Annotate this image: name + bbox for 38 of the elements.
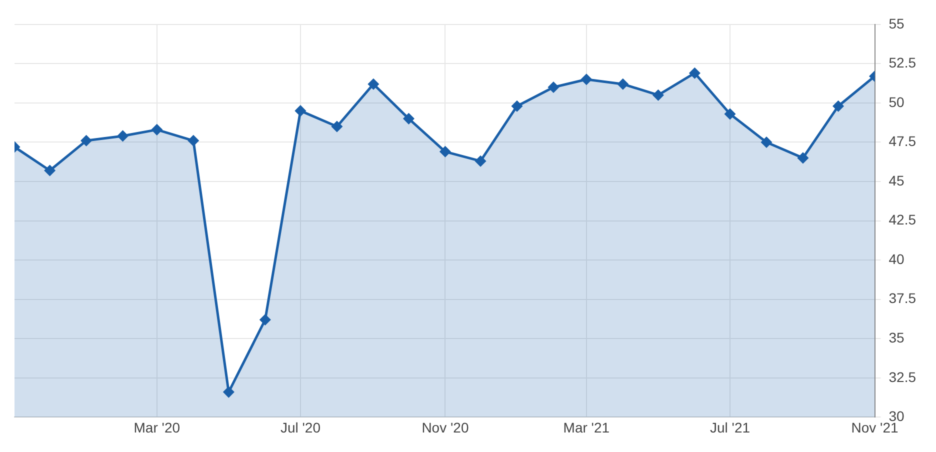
x-tick-label: Nov '20 bbox=[422, 419, 469, 436]
point bbox=[260, 314, 270, 326]
point bbox=[152, 124, 162, 135]
point bbox=[223, 386, 234, 398]
point bbox=[440, 146, 450, 157]
point bbox=[295, 106, 306, 116]
point bbox=[833, 100, 844, 112]
y-tick-label: 50 bbox=[888, 94, 905, 110]
point bbox=[188, 135, 199, 146]
x-tick-label: Mar '21 bbox=[563, 419, 610, 436]
y-tick-label: 37.5 bbox=[888, 290, 916, 306]
point bbox=[368, 78, 379, 90]
point bbox=[118, 130, 128, 142]
y-tick-label: 35 bbox=[888, 330, 905, 346]
y-tick-label: 52.5 bbox=[888, 54, 916, 71]
point bbox=[332, 121, 342, 132]
y-tick-label: 45 bbox=[888, 172, 905, 188]
point bbox=[618, 78, 628, 90]
point bbox=[581, 74, 592, 85]
y-tick-label: 42.5 bbox=[888, 212, 916, 228]
point bbox=[475, 156, 486, 166]
point bbox=[548, 82, 559, 92]
point bbox=[798, 152, 808, 164]
y-tick-label: 32.5 bbox=[888, 368, 916, 385]
x-tick-label: Jul '20 bbox=[280, 419, 321, 436]
point bbox=[44, 165, 56, 176]
x-tick-label: Mar '20 bbox=[134, 419, 180, 436]
point bbox=[81, 135, 92, 146]
y-tick-label: 55 bbox=[888, 15, 905, 32]
point bbox=[689, 68, 700, 78]
point bbox=[724, 108, 736, 120]
y-tick-label: 40 bbox=[888, 250, 905, 267]
y-tick-label: 47.5 bbox=[888, 133, 916, 150]
point bbox=[652, 90, 664, 100]
x-tick-label: Jul '21 bbox=[710, 419, 750, 436]
point bbox=[512, 100, 522, 112]
point bbox=[761, 136, 772, 148]
point bbox=[403, 113, 414, 124]
